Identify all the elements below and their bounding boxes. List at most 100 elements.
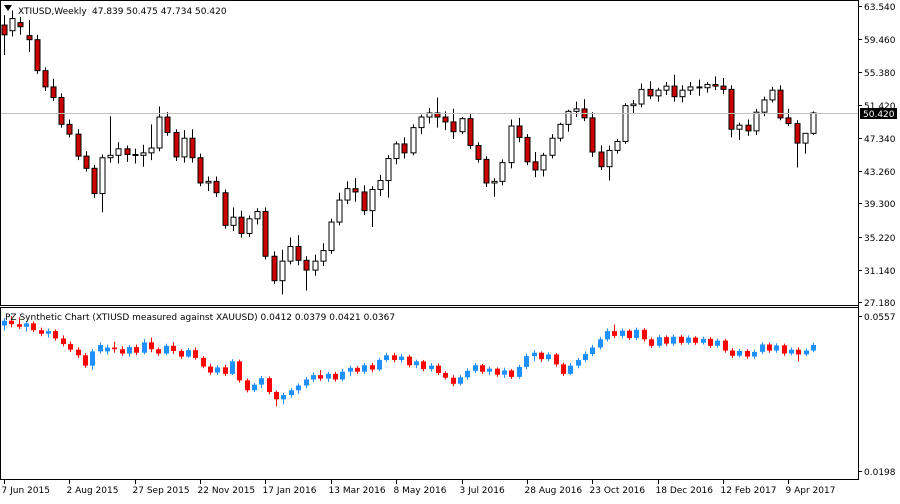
bear-candle-body (66, 123, 73, 135)
price-candle (222, 189, 229, 229)
synthetic-bear-body (17, 324, 22, 327)
synthetic-candle (120, 346, 125, 356)
price-candle (622, 103, 629, 144)
synthetic-candle (502, 367, 507, 378)
price-candle (426, 108, 433, 124)
bull-candle-body (377, 180, 384, 190)
price-candle (34, 34, 41, 74)
bear-candle-body (34, 39, 41, 72)
synthetic-candle (53, 329, 58, 341)
collapse-triangle-icon[interactable] (4, 5, 12, 11)
bear-candle-body (745, 124, 752, 132)
bear-candle-body (794, 123, 801, 144)
bull-candle-body (312, 260, 319, 271)
bear-candle-body (262, 210, 269, 257)
synthetic-candle (414, 359, 419, 369)
synthetic-candle (620, 328, 625, 339)
price-candle (745, 119, 752, 136)
bear-candle-body (17, 22, 24, 28)
synthetic-bear-body (767, 344, 772, 351)
synthetic-candles (2, 316, 816, 407)
price-candle (573, 101, 580, 118)
synthetic-candle (480, 363, 485, 374)
bear-candle-body (238, 216, 245, 234)
synthetic-candle (671, 334, 676, 346)
price-candle (83, 151, 90, 172)
price-candle (189, 129, 196, 163)
time-tick-label: 2 Aug 2015 (67, 486, 119, 496)
price-candle (606, 145, 613, 181)
price-tick-label: 27.180 (864, 299, 896, 309)
synthetic-bear-body (201, 357, 206, 367)
synthetic-candle (156, 347, 161, 356)
synthetic-candle (208, 363, 213, 375)
price-candle (655, 87, 662, 102)
synthetic-candle (340, 369, 345, 382)
price-candle (303, 256, 310, 291)
bull-candle-body (704, 83, 711, 89)
bull-candle-body (614, 140, 621, 151)
bull-candle-body (156, 116, 163, 149)
synthetic-bull-body (46, 331, 51, 334)
synthetic-candle (399, 353, 404, 363)
synthetic-tick-label: 0.0557 (864, 313, 896, 323)
time-axis[interactable]: 7 Jun 2015 2 Aug 2015 27 Sep 2015 22 Nov 20… (2, 480, 836, 496)
price-candle (475, 142, 482, 163)
bull-candle-body (107, 154, 114, 159)
synthetic-candle (392, 352, 397, 363)
main-price-axis[interactable]: 63.540 59.460 55.380 51.420 47.340 43.260 39.3… (858, 3, 896, 309)
bear-candle-body (712, 83, 719, 87)
synthetic-bear-body (208, 366, 213, 373)
bear-candle-body (647, 88, 654, 97)
price-candle (614, 139, 621, 154)
synthetic-candle (9, 316, 14, 328)
synthetic-candle (370, 363, 375, 373)
synthetic-bear-body (68, 344, 73, 350)
price-candle (328, 218, 335, 254)
synthetic-candle (715, 338, 720, 348)
synthetic-candle (384, 352, 389, 363)
bull-candle-body (557, 123, 564, 139)
synthetic-indicator-pane[interactable]: PZ Synthetic Chart (XTIUSD measured agai… (0, 307, 896, 480)
main-price-pane[interactable]: XTIUSD,Weekly 47.839 50.475 47.734 50.42… (0, 0, 898, 310)
synthetic-bull-body (24, 323, 29, 327)
price-candle (344, 181, 351, 205)
synthetic-value-axis[interactable]: 0.0557 0.0198 (858, 313, 896, 478)
synthetic-candle (31, 321, 36, 332)
synthetic-candle (546, 352, 551, 362)
synthetic-candle (105, 344, 110, 355)
synthetic-candle (318, 369, 323, 381)
price-candle (75, 129, 82, 161)
synthetic-bull-body (304, 379, 309, 386)
synthetic-candle (730, 347, 735, 358)
synthetic-bull-body (281, 395, 286, 400)
price-candle (279, 249, 286, 295)
synthetic-candle (487, 366, 492, 376)
synthetic-bull-body (105, 347, 110, 352)
time-tick-label: 7 Jun 2015 (2, 486, 50, 496)
synthetic-candle (149, 337, 154, 353)
price-candle (393, 141, 400, 165)
synthetic-candle (127, 344, 132, 357)
price-candle (728, 85, 735, 138)
price-candle (164, 112, 171, 136)
synthetic-bull-body (127, 347, 132, 354)
synthetic-bear-body (267, 378, 272, 392)
bear-candle-body (589, 117, 596, 153)
bull-candle-body (328, 221, 335, 252)
bear-candle-body (467, 118, 474, 147)
time-tick-label: 8 May 2016 (394, 486, 447, 496)
synthetic-candle (686, 335, 691, 345)
synthetic-candle (304, 376, 309, 389)
bear-candle-body (352, 188, 359, 193)
synthetic-bear-body (9, 320, 14, 325)
price-candle (483, 156, 490, 188)
bear-candle-body (696, 86, 703, 89)
synthetic-bear-body (370, 365, 375, 370)
synthetic-candle (83, 353, 88, 368)
bull-candle-body (630, 103, 637, 107)
synthetic-candle (612, 324, 617, 339)
bull-candle-body (565, 110, 572, 125)
synthetic-bear-body (561, 364, 566, 374)
